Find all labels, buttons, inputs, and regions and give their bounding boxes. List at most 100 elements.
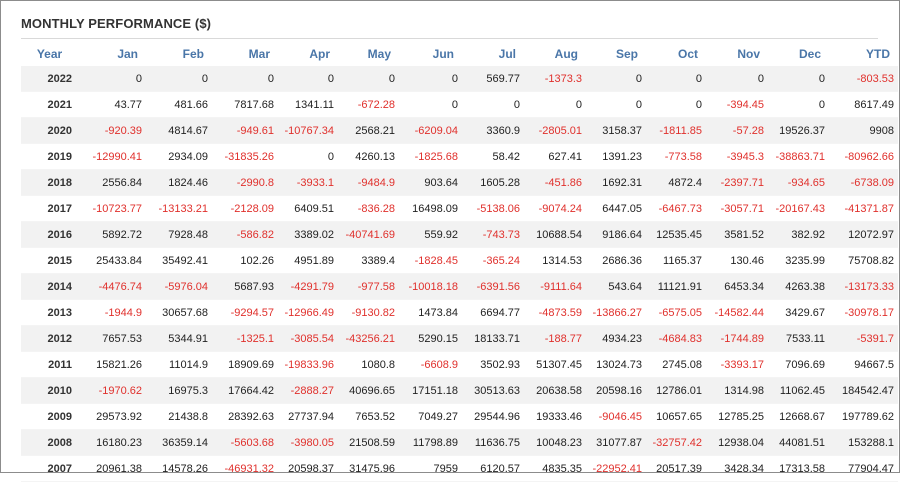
value-cell-aug: 10048.23 xyxy=(524,429,586,456)
value-cell-mar: 0 xyxy=(212,66,278,92)
value-cell-jan: 43.77 xyxy=(82,91,146,118)
value-cell-ytd: 153288.1 xyxy=(829,429,898,456)
value-cell-may: 1080.8 xyxy=(338,351,399,378)
value-cell-nov: 12785.25 xyxy=(706,403,768,430)
value-cell-feb: 16975.3 xyxy=(146,377,212,404)
value-cell-jun: 0 xyxy=(399,66,462,92)
value-cell-jun: 903.64 xyxy=(399,169,462,196)
value-cell-may: -836.28 xyxy=(338,195,399,222)
column-header-jan: Jan xyxy=(117,46,138,61)
value-cell-feb: 30657.68 xyxy=(146,299,212,326)
value-cell-jul: -6391.56 xyxy=(462,273,524,300)
value-cell-jan: 29573.92 xyxy=(82,403,146,430)
table-row: 2009 29573.92 21438.8 28392.63 27737.94 7653.… xyxy=(21,403,898,430)
value-cell-oct: 11121.91 xyxy=(646,273,706,300)
value-cell-mar: 7817.68 xyxy=(212,91,278,118)
year-cell: 2015 xyxy=(21,247,82,274)
value-cell-jan: -920.39 xyxy=(82,117,146,144)
value-cell-oct: -32757.42 xyxy=(646,429,706,456)
value-cell-jan: 2556.84 xyxy=(82,169,146,196)
year-cell: 2019 xyxy=(21,143,82,170)
value-cell-jun: 0 xyxy=(399,91,462,118)
value-cell-apr: -2888.27 xyxy=(278,377,338,404)
value-cell-feb: 14578.26 xyxy=(146,455,212,482)
value-cell-jun: 5290.15 xyxy=(399,325,462,352)
year-cell: 2011 xyxy=(21,351,82,378)
value-cell-mar: -9294.57 xyxy=(212,299,278,326)
value-cell-jun: -1828.45 xyxy=(399,247,462,274)
value-cell-ytd: -30978.17 xyxy=(829,299,898,326)
value-cell-jan: -12990.41 xyxy=(82,143,146,170)
value-cell-feb: 21438.8 xyxy=(146,403,212,430)
value-cell-may: -43256.21 xyxy=(338,325,399,352)
column-header-jun: Jun xyxy=(432,46,454,61)
value-cell-may: 40696.65 xyxy=(338,377,399,404)
column-header-may: May xyxy=(367,46,391,61)
value-cell-jan: 5892.72 xyxy=(82,221,146,248)
value-cell-sep: 0 xyxy=(586,66,646,92)
value-cell-aug: 0 xyxy=(524,91,586,118)
value-cell-aug: 4835.35 xyxy=(524,455,586,482)
value-cell-ytd: 9908 xyxy=(829,117,898,144)
table-header-row: Year Jan Feb Mar Apr May Jun Jul Aug Sep Oct Nov Dec… xyxy=(21,41,898,66)
value-cell-sep: 1692.31 xyxy=(586,169,646,196)
value-cell-may: 21508.59 xyxy=(338,429,399,456)
value-cell-feb: 0 xyxy=(146,66,212,92)
value-cell-sep: -22952.41 xyxy=(586,455,646,482)
value-cell-sep: 1391.23 xyxy=(586,143,646,170)
panel-title: MONTHLY PERFORMANCE ($) xyxy=(21,16,212,31)
value-cell-mar: 17664.42 xyxy=(212,377,278,404)
value-cell-feb: 11014.9 xyxy=(146,351,212,378)
value-cell-mar: -31835.26 xyxy=(212,143,278,170)
year-cell: 2007 xyxy=(21,455,82,482)
value-cell-ytd: 8617.49 xyxy=(829,91,898,118)
value-cell-jan: 7657.53 xyxy=(82,325,146,352)
value-cell-ytd: 75708.82 xyxy=(829,247,898,274)
value-cell-sep: 4934.23 xyxy=(586,325,646,352)
value-cell-dec: 382.92 xyxy=(768,221,829,248)
value-cell-ytd: 77904.47 xyxy=(829,455,898,482)
value-cell-sep: 13024.73 xyxy=(586,351,646,378)
value-cell-mar: 18909.69 xyxy=(212,351,278,378)
value-cell-mar: -949.61 xyxy=(212,117,278,144)
value-cell-jul: 1605.28 xyxy=(462,169,524,196)
table-row: 2022 0 0 0 0 0 0 569.77 -1373.3 0 0 0 0 -803.53 xyxy=(21,66,898,92)
table-row: 2017 -10723.77 -13133.21 -2128.09 6409.51 -83… xyxy=(21,195,898,222)
value-cell-dec: 0 xyxy=(768,91,829,118)
value-cell-jul: 11636.75 xyxy=(462,429,524,456)
table-row: 2018 2556.84 1824.46 -2990.8 -3933.1 -9484.9 9… xyxy=(21,169,898,196)
value-cell-jun: -6608.9 xyxy=(399,351,462,378)
monthly-performance-table: Year Jan Feb Mar Apr May Jun Jul Aug Sep Oct Nov Dec… xyxy=(21,41,898,482)
value-cell-jul: -743.73 xyxy=(462,221,524,248)
value-cell-jun: 16498.09 xyxy=(399,195,462,222)
value-cell-aug: -1373.3 xyxy=(524,66,586,92)
value-cell-jan: 25433.84 xyxy=(82,247,146,274)
value-cell-nov: 1314.98 xyxy=(706,377,768,404)
value-cell-aug: -4873.59 xyxy=(524,299,586,326)
value-cell-may: 0 xyxy=(338,66,399,92)
value-cell-sep: 6447.05 xyxy=(586,195,646,222)
value-cell-jul: 569.77 xyxy=(462,66,524,92)
value-cell-nov: 0 xyxy=(706,66,768,92)
value-cell-jan: -1944.9 xyxy=(82,299,146,326)
value-cell-nov: -2397.71 xyxy=(706,169,768,196)
value-cell-feb: 36359.14 xyxy=(146,429,212,456)
value-cell-oct: -773.58 xyxy=(646,143,706,170)
year-cell: 2021 xyxy=(21,91,82,118)
value-cell-oct: 1165.37 xyxy=(646,247,706,274)
table-row: 2019 -12990.41 2934.09 -31835.26 0 4260.13 -18… xyxy=(21,143,898,170)
value-cell-dec: 19526.37 xyxy=(768,117,829,144)
value-cell-jul: 58.42 xyxy=(462,143,524,170)
value-cell-nov: -3057.71 xyxy=(706,195,768,222)
value-cell-apr: -3980.05 xyxy=(278,429,338,456)
column-header-mar: Mar xyxy=(248,46,270,61)
value-cell-dec: 12668.67 xyxy=(768,403,829,430)
year-cell: 2009 xyxy=(21,403,82,430)
value-cell-nov: -394.45 xyxy=(706,91,768,118)
value-cell-aug: 19333.46 xyxy=(524,403,586,430)
value-cell-sep: 0 xyxy=(586,91,646,118)
year-cell: 2020 xyxy=(21,117,82,144)
table-row: 2015 25433.84 35492.41 102.26 4951.89 3389.4-… xyxy=(21,247,898,274)
value-cell-ytd: -5391.7 xyxy=(829,325,898,352)
value-cell-jun: 7959 xyxy=(399,455,462,482)
